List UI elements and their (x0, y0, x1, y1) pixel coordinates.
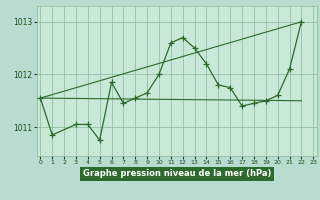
X-axis label: Graphe pression niveau de la mer (hPa): Graphe pression niveau de la mer (hPa) (83, 169, 271, 178)
